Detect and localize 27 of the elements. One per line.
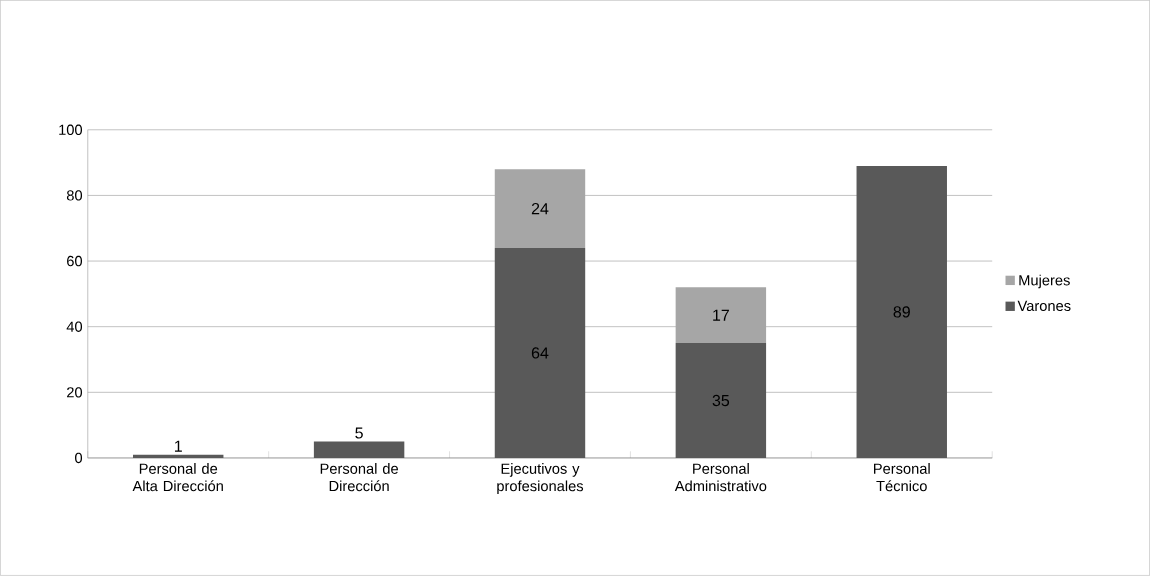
- bar: [313, 441, 405, 459]
- x-tick-label: Ejecutivos y profesionales: [497, 463, 584, 495]
- x-tick-label: Personal Técnico: [874, 463, 930, 492]
- data-label: 5: [355, 427, 363, 439]
- legend-label: Mujeres: [1019, 274, 1070, 289]
- bar: [675, 287, 767, 344]
- bar: [494, 169, 586, 249]
- bar: [133, 454, 224, 459]
- x-tick-label: Personal de Alta Dirección: [132, 463, 223, 492]
- y-tick-label: 60: [67, 256, 83, 267]
- data-label: 35: [712, 394, 730, 407]
- y-tick-label: 20: [67, 387, 83, 398]
- data-label: 24: [531, 203, 549, 215]
- data-label: 64: [531, 347, 549, 359]
- data-label: 1: [174, 440, 182, 452]
- x-tick-label: Personal de Dirección: [320, 463, 398, 492]
- data-label: 89: [893, 306, 910, 318]
- y-tick-label: 0: [75, 452, 83, 464]
- y-tick-label: 40: [66, 321, 83, 333]
- bar: [494, 248, 586, 459]
- legend-label: Varones: [1017, 300, 1071, 312]
- y-tick-label: 100: [59, 124, 83, 136]
- bar: [675, 343, 767, 459]
- x-tick-label: Personal Administrativo: [674, 463, 767, 492]
- data-label: 17: [713, 309, 729, 321]
- bar: [856, 166, 947, 459]
- y-tick-label: 80: [66, 190, 83, 201]
